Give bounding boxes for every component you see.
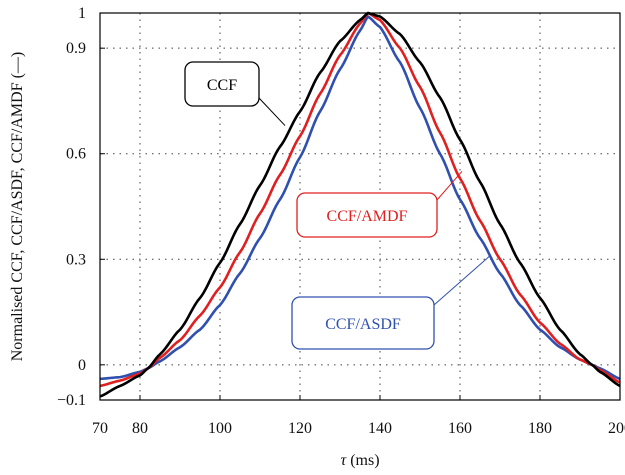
plot-frame	[99, 12, 621, 401]
x-tick-label: 160	[448, 420, 472, 437]
ticks: 70 80 100 120 140 160 180 200 −0.1 0 0.3 0.6 0.9 1	[57, 5, 625, 437]
x-axis-unit: (ms)	[346, 452, 379, 469]
callout-box-ccf	[184, 61, 260, 107]
x-tick-label: 200	[608, 420, 625, 437]
callout-box-ccf-amdf	[296, 192, 438, 238]
callout-label-ccf-amdf: CCF/AMDF	[327, 208, 408, 225]
y-tick-label: 0.9	[66, 40, 86, 57]
x-tick-label: 180	[528, 420, 552, 437]
x-tick-label: 120	[288, 420, 312, 437]
x-tick-label: 100	[208, 420, 232, 437]
callout-label-ccf-asdf: CCF/ASDF	[325, 316, 401, 333]
series-line-ccf	[99, 11, 621, 398]
x-tick-label: 70	[92, 420, 108, 437]
callout-leader-ccf	[258, 97, 286, 126]
x-axis-title: τ (ms)	[340, 452, 379, 469]
x-tick-label: 140	[368, 420, 392, 437]
y-tick-label: 1	[78, 5, 86, 22]
callout-leader-ccf-amdf	[436, 170, 463, 201]
y-tick-label: 0.6	[66, 146, 86, 163]
x-axis-symbol: τ	[340, 452, 347, 469]
y-axis-title: Normalised CCF, CCF/ASDF, CCF/AMDF (—)	[9, 52, 26, 362]
series-line-ccf-asdf	[99, 15, 621, 381]
grid	[100, 13, 620, 400]
y-tick-label: 0	[78, 357, 86, 374]
callout-label-ccf: CCF	[207, 77, 237, 94]
series-line-ccf-amdf	[99, 11, 621, 388]
callouts: CCF CCF/AMDF CCF/ASDF	[184, 61, 491, 350]
series-group	[99, 11, 621, 398]
callout-leader-ccf-asdf	[433, 255, 491, 306]
callout-box-ccf-asdf	[291, 296, 435, 350]
y-tick-label: 0.3	[66, 251, 86, 268]
y-tick-label: −0.1	[57, 392, 86, 409]
x-tick-label: 80	[132, 420, 148, 437]
